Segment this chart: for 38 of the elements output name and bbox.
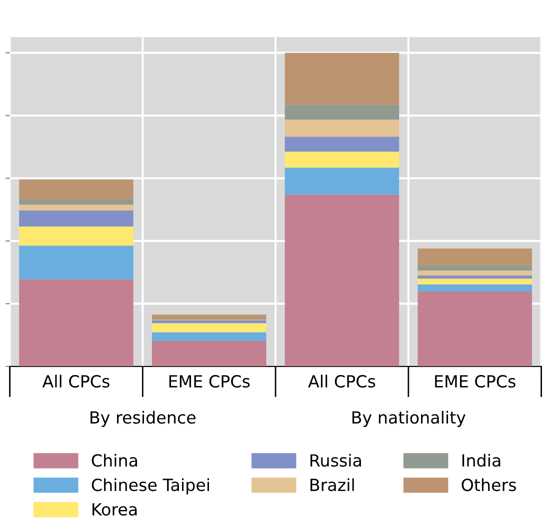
bar [418,270,532,276]
bar [284,168,400,195]
bar [19,180,134,200]
bar [284,52,400,105]
bar [418,278,532,285]
x-tick-label: EME CPCs [169,375,250,388]
bar [418,248,532,266]
bar [152,314,266,320]
legend-label: India [462,454,500,467]
bar [152,332,266,341]
x-tick-label: EME CPCs [435,375,516,388]
bar [284,152,400,168]
legend-label: Brazil [310,478,354,492]
legend-label: Others [462,478,516,492]
bar [152,340,266,366]
bar [284,104,400,120]
text: By nationality [352,410,466,427]
bar [19,279,134,366]
bar [284,194,400,366]
bar [418,284,532,292]
bar [418,275,532,279]
legend-label: China [92,454,138,467]
x-tick-label: All CPCs [308,374,376,388]
bar [284,136,400,152]
bar [19,200,134,205]
bar [152,323,266,332]
bar [19,204,134,211]
bar [418,291,532,366]
legend-label: Chinese Taipei [92,478,209,494]
bar [284,120,400,137]
bar [19,210,134,227]
legend-label: Russia [310,454,361,467]
x-tick-label: All CPCs [42,374,110,388]
legend-label: Korea [92,503,137,516]
bar [418,265,532,270]
bar [19,226,134,246]
text: By residence [90,410,196,427]
bar [19,246,134,280]
